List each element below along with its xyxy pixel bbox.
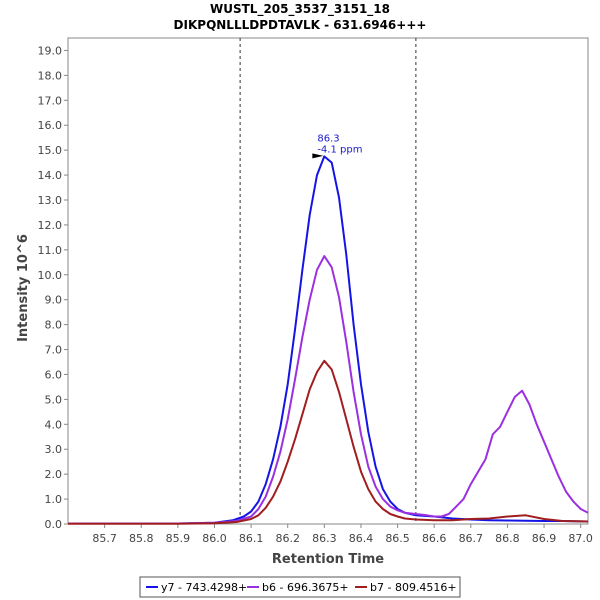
- peak-annotation: 86.3 -4.1 ppm: [312, 133, 362, 159]
- annotation-ppm: -4.1 ppm: [317, 144, 362, 155]
- x-tick-label: 86.2: [275, 532, 300, 545]
- y-tick-label: 17.0: [38, 94, 63, 107]
- y-axis: 0.0 1.0 2.0 3.0 4.0 5.0 6.0 7.0 8.0 9.0 10.0 11.0 12…: [38, 44, 68, 531]
- y-tick-label: 8.0: [45, 319, 63, 332]
- legend-box: [139, 576, 461, 598]
- legend-label: y7 - 743.4298+: [161, 581, 247, 594]
- y-tick-label: 6.0: [45, 368, 63, 381]
- y-tick-label: 4.0: [45, 418, 63, 431]
- x-tick-label: 86.5: [385, 532, 410, 545]
- y-tick-label: 1.0: [45, 493, 63, 506]
- annotation-retention-time: 86.3: [317, 133, 339, 144]
- x-tick-label: 86.6: [422, 532, 447, 545]
- y-tick-label: 13.0: [38, 194, 63, 207]
- series-line: [68, 359, 589, 525]
- y-tick-label: 5.0: [45, 393, 63, 406]
- y-tick-label: 12.0: [38, 219, 63, 232]
- legend-label: b7 - 809.4516+: [370, 581, 457, 594]
- x-tick-label: 85.9: [166, 532, 191, 545]
- x-tick-label: 86.3: [312, 532, 337, 545]
- x-tick-label: 86.9: [532, 532, 557, 545]
- x-axis: 85.7 85.8 85.9 86.0 86.1 86.2 86.3 86.4 86.5 86.6…: [92, 524, 593, 545]
- y-tick-label: 15.0: [38, 144, 63, 157]
- x-tick-label: 86.8: [495, 532, 520, 545]
- series-lines: [68, 155, 589, 525]
- x-tick-label: 86.1: [239, 532, 264, 545]
- y-tick-label: 2.0: [45, 468, 63, 481]
- chart-subtitle: DIKPQNLLLDPDTAVLK - 631.6946+++: [174, 18, 427, 32]
- x-axis-label: Retention Time: [272, 552, 384, 567]
- plot-area: [67, 37, 589, 525]
- legend-label: b6 - 696.3675+: [262, 581, 349, 594]
- y-tick-label: 19.0: [38, 44, 63, 57]
- peak-boundaries: [239, 38, 417, 524]
- legend: y7 - 743.4298+ b6 - 696.3675+ b7 - 809.451…: [139, 576, 461, 598]
- x-tick-label: 87.0: [568, 532, 593, 545]
- chart-title: WUSTL_205_3537_3151_18: [210, 2, 390, 17]
- y-tick-label: 11.0: [38, 244, 63, 257]
- y-tick-label: 9.0: [45, 294, 63, 307]
- y-tick-label: 18.0: [38, 69, 63, 82]
- x-tick-label: 85.8: [129, 532, 154, 545]
- x-tick-label: 86.7: [459, 532, 484, 545]
- series-line: [68, 255, 589, 525]
- y-axis-label: Intensity 10^6: [16, 234, 31, 342]
- y-tick-label: 7.0: [45, 344, 63, 357]
- y-tick-label: 0.0: [45, 518, 63, 531]
- y-tick-label: 3.0: [45, 443, 63, 456]
- y-tick-label: 16.0: [38, 119, 63, 132]
- peak-marker-icon: [312, 153, 324, 159]
- x-tick-label: 86.0: [202, 532, 227, 545]
- y-tick-label: 10.0: [38, 269, 63, 282]
- y-tick-label: 14.0: [38, 169, 63, 182]
- x-tick-label: 85.7: [92, 532, 117, 545]
- x-tick-label: 86.4: [349, 532, 374, 545]
